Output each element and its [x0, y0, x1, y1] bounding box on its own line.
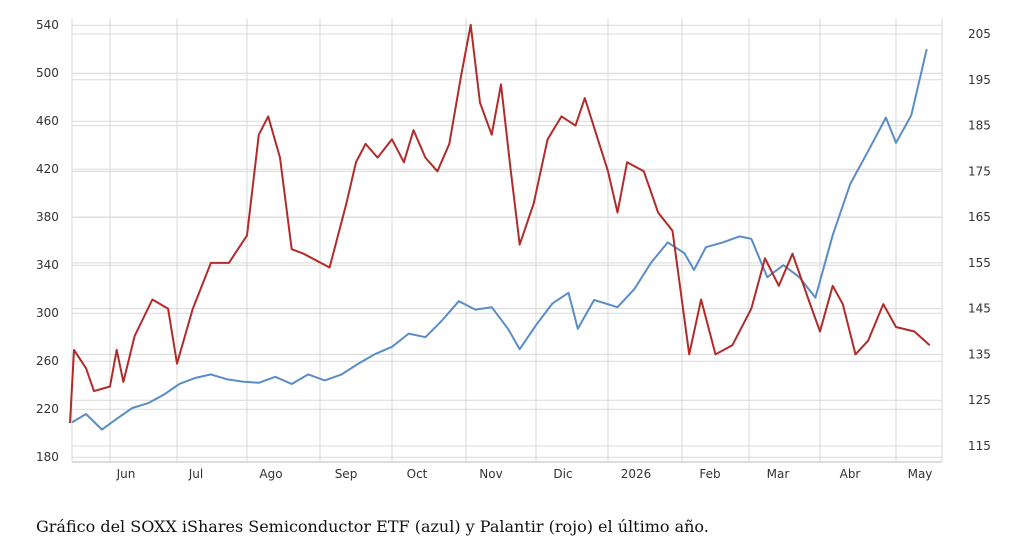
- x-tick-label: Abr: [840, 467, 861, 481]
- right-tick-label: 185: [968, 119, 991, 133]
- x-tick-label: Dic: [553, 467, 572, 481]
- x-tick-label: Jun: [116, 467, 136, 481]
- right-tick-label: 115: [968, 439, 991, 453]
- left-tick-label: 420: [36, 162, 59, 176]
- x-axis-ticks: Jun Jul Ago Sep Oct Nov Dic 2026 Feb Mar Abr May: [116, 467, 933, 481]
- right-tick-label: 145: [968, 302, 991, 316]
- x-tick-label: Oct: [407, 467, 428, 481]
- x-tick-label: May: [908, 467, 933, 481]
- right-tick-label: 195: [968, 73, 991, 87]
- left-axis-ticks: 180 220 260 300 340 380 420 460 500 540: [36, 18, 59, 464]
- x-tick-label: 2026: [621, 467, 652, 481]
- gridlines: [71, 18, 943, 463]
- left-tick-label: 300: [36, 306, 59, 320]
- right-tick-label: 165: [968, 210, 991, 224]
- series-line-soxx: [71, 48, 928, 431]
- right-tick-label: 125: [968, 393, 991, 407]
- left-tick-label: 540: [36, 18, 59, 32]
- left-tick-label: 460: [36, 114, 59, 128]
- right-axis-ticks: 115 125 135 145 155 165 175 185 195 205: [968, 27, 991, 453]
- left-tick-label: 180: [36, 450, 59, 464]
- left-tick-label: 220: [36, 402, 59, 416]
- left-tick-label: 340: [36, 258, 59, 272]
- right-tick-label: 205: [968, 27, 991, 41]
- left-tick-label: 500: [36, 66, 59, 80]
- right-tick-label: 175: [968, 164, 991, 178]
- left-tick-label: 380: [36, 210, 59, 224]
- left-tick-label: 260: [36, 354, 59, 368]
- series-lines: [69, 23, 931, 431]
- x-tick-label: Ago: [259, 467, 282, 481]
- right-tick-label: 135: [968, 347, 991, 361]
- line-chart: 180 220 260 300 340 380 420 460 500 540 115 125 135…: [36, 18, 991, 481]
- right-tick-label: 155: [968, 256, 991, 270]
- x-tick-label: Sep: [335, 467, 358, 481]
- chart-caption: Gráfico del SOXX iShares Semiconductor E…: [36, 517, 709, 536]
- x-tick-label: Nov: [479, 467, 502, 481]
- x-tick-label: Feb: [699, 467, 720, 481]
- x-tick-label: Jul: [188, 467, 203, 481]
- x-tick-label: Mar: [767, 467, 790, 481]
- series-line-pltr: [69, 23, 931, 424]
